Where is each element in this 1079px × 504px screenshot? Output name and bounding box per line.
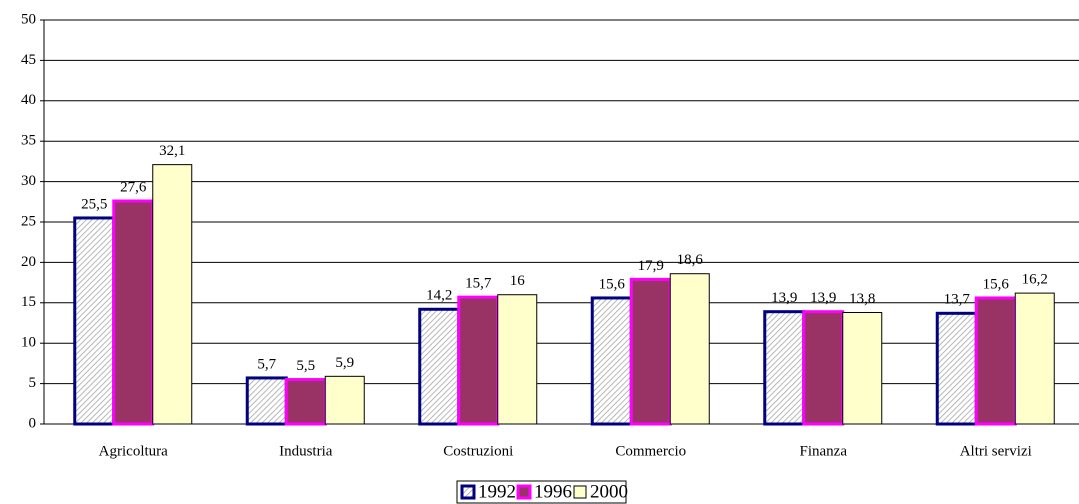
data-label: 13,9 [771,290,797,306]
data-label: 15,6 [983,276,1010,292]
legend-label: 1996 [534,481,572,502]
data-label: 13,7 [944,292,971,308]
y-tick-label: 50 [21,11,36,27]
data-label: 14,2 [426,288,452,304]
legend-label: 1992 [478,481,516,502]
y-tick-label: 5 [29,375,37,391]
y-tick-label: 35 [21,133,36,149]
y-tick-label: 30 [21,173,36,189]
data-label: 25,5 [81,196,107,212]
data-label: 15,6 [599,276,626,292]
x-tick-label: Industria [279,443,333,459]
data-label: 5,9 [335,355,354,371]
y-tick-label: 45 [21,52,36,68]
y-tick-label: 20 [21,254,36,270]
x-tick-label: Agricoltura [99,443,168,459]
bar [842,311,883,425]
bar [324,375,365,425]
x-tick-label: Costruzioni [443,443,513,459]
bar [245,376,288,426]
data-label: 15,7 [465,276,492,292]
data-label: 18,6 [677,252,704,268]
bar [935,311,978,426]
data-label: 17,9 [638,258,664,274]
data-label: 16,2 [1022,272,1048,288]
y-tick-label: 0 [29,415,37,431]
y-tick-label: 10 [21,335,36,351]
bar [418,307,461,426]
data-label: 5,5 [296,358,315,374]
bar [112,199,155,426]
legend-label: 2000 [590,481,628,502]
data-label: 32,1 [159,143,185,159]
bar [73,216,116,426]
y-tick-label: 25 [21,213,36,229]
y-tick-label: 40 [21,92,36,108]
bar [284,378,327,426]
bar [669,273,710,425]
bar [457,295,500,426]
y-tick-label: 15 [21,294,36,310]
legend-swatch [516,484,532,500]
legend-swatch [573,485,587,499]
bar [590,296,633,426]
data-label: 16 [510,273,526,289]
x-tick-label: Altri servizi [960,443,1032,459]
data-label: 5,7 [257,356,276,372]
bar [802,310,845,426]
bar [497,294,538,425]
bar [629,277,672,426]
legend-swatch [460,484,476,500]
data-label: 13,9 [810,290,836,306]
x-tick-label: Commercio [615,443,686,459]
data-label: 13,8 [849,291,875,307]
x-tick-label: Finanza [800,443,848,459]
bar [152,164,193,425]
bar [1014,292,1055,425]
bar [974,296,1017,426]
bar [763,310,806,426]
data-label: 27,6 [120,179,147,195]
